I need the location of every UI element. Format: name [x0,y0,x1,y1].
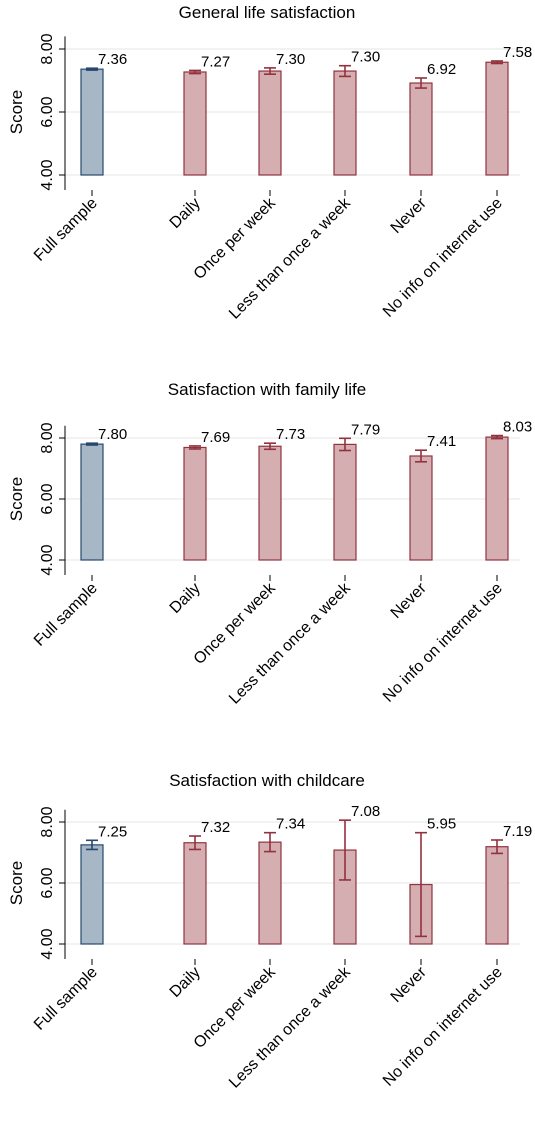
bar [485,436,509,561]
chart-title: Satisfaction with family life [168,380,366,399]
y-tick-label: 6.00 [39,867,56,898]
x-tick-label: Less than once a week [226,579,354,707]
data-label: 7.08 [351,803,380,820]
x-tick-label: Never [388,963,431,1006]
x-tick-label: Full sample [31,580,101,650]
data-label: 7.30 [351,49,380,66]
data-label: 7.80 [98,426,127,443]
x-tick-label: Never [388,579,431,622]
y-axis-title: Score [7,861,26,905]
data-label: 7.19 [503,823,532,840]
bar [183,842,207,945]
data-label: 8.03 [503,419,532,436]
data-label: 7.79 [351,421,380,438]
x-tick-label: Daily [167,580,204,617]
bar [485,846,509,945]
bar [409,455,433,561]
bar [409,82,433,176]
bar [258,70,282,176]
data-label: 5.95 [427,816,456,833]
data-label: 7.25 [98,823,127,840]
chart-panel-2: Satisfaction with family life 4.00 6.00 8.0… [7,380,532,708]
x-tick-label: Less than once a week [226,963,354,1091]
y-axis-title: Score [7,90,26,134]
bar [258,841,282,945]
bar [258,445,282,561]
data-label: 7.69 [201,429,230,446]
data-label: 7.27 [201,53,230,70]
bar [80,68,104,176]
x-tick-label: Never [388,194,431,237]
chart-title: Satisfaction with childcare [169,771,365,790]
x-tick-label: Full sample [31,195,101,265]
chart-panel-3: Satisfaction with childcare 4.00 6.00 8.00 S… [7,771,532,1092]
y-tick-label: 8.00 [39,422,56,453]
data-label: 7.30 [276,51,305,68]
x-tick-label: Less than once a week [226,194,354,322]
y-tick-label: 4.00 [39,928,56,959]
bar [183,71,207,176]
y-tick-label: 4.00 [39,159,56,190]
data-label: 6.92 [427,61,456,78]
y-tick-label: 4.00 [39,544,56,575]
chart-title: General life satisfaction [179,3,356,22]
y-tick-label: 6.00 [39,483,56,514]
data-label: 7.36 [98,51,127,68]
y-tick-label: 8.00 [39,806,56,837]
y-tick-label: 8.00 [39,33,56,64]
data-label: 7.58 [503,44,532,61]
x-tick-label: Daily [167,964,204,1001]
data-label: 7.34 [276,816,305,833]
x-tick-label: Daily [167,195,204,232]
x-tick-label: Full sample [31,964,101,1034]
data-label: 7.41 [427,433,456,450]
bar [80,443,104,561]
chart-panel-1: General life satisfaction 4.00 6.00 8.00 Sco… [7,3,532,323]
y-tick-label: 6.00 [39,96,56,127]
bar [80,844,104,945]
data-label: 7.73 [276,426,305,443]
bar [485,61,509,176]
data-label: 7.32 [201,819,230,836]
bar [183,446,207,561]
bar [333,443,357,561]
y-axis-title: Score [7,477,26,521]
bar [333,70,357,176]
